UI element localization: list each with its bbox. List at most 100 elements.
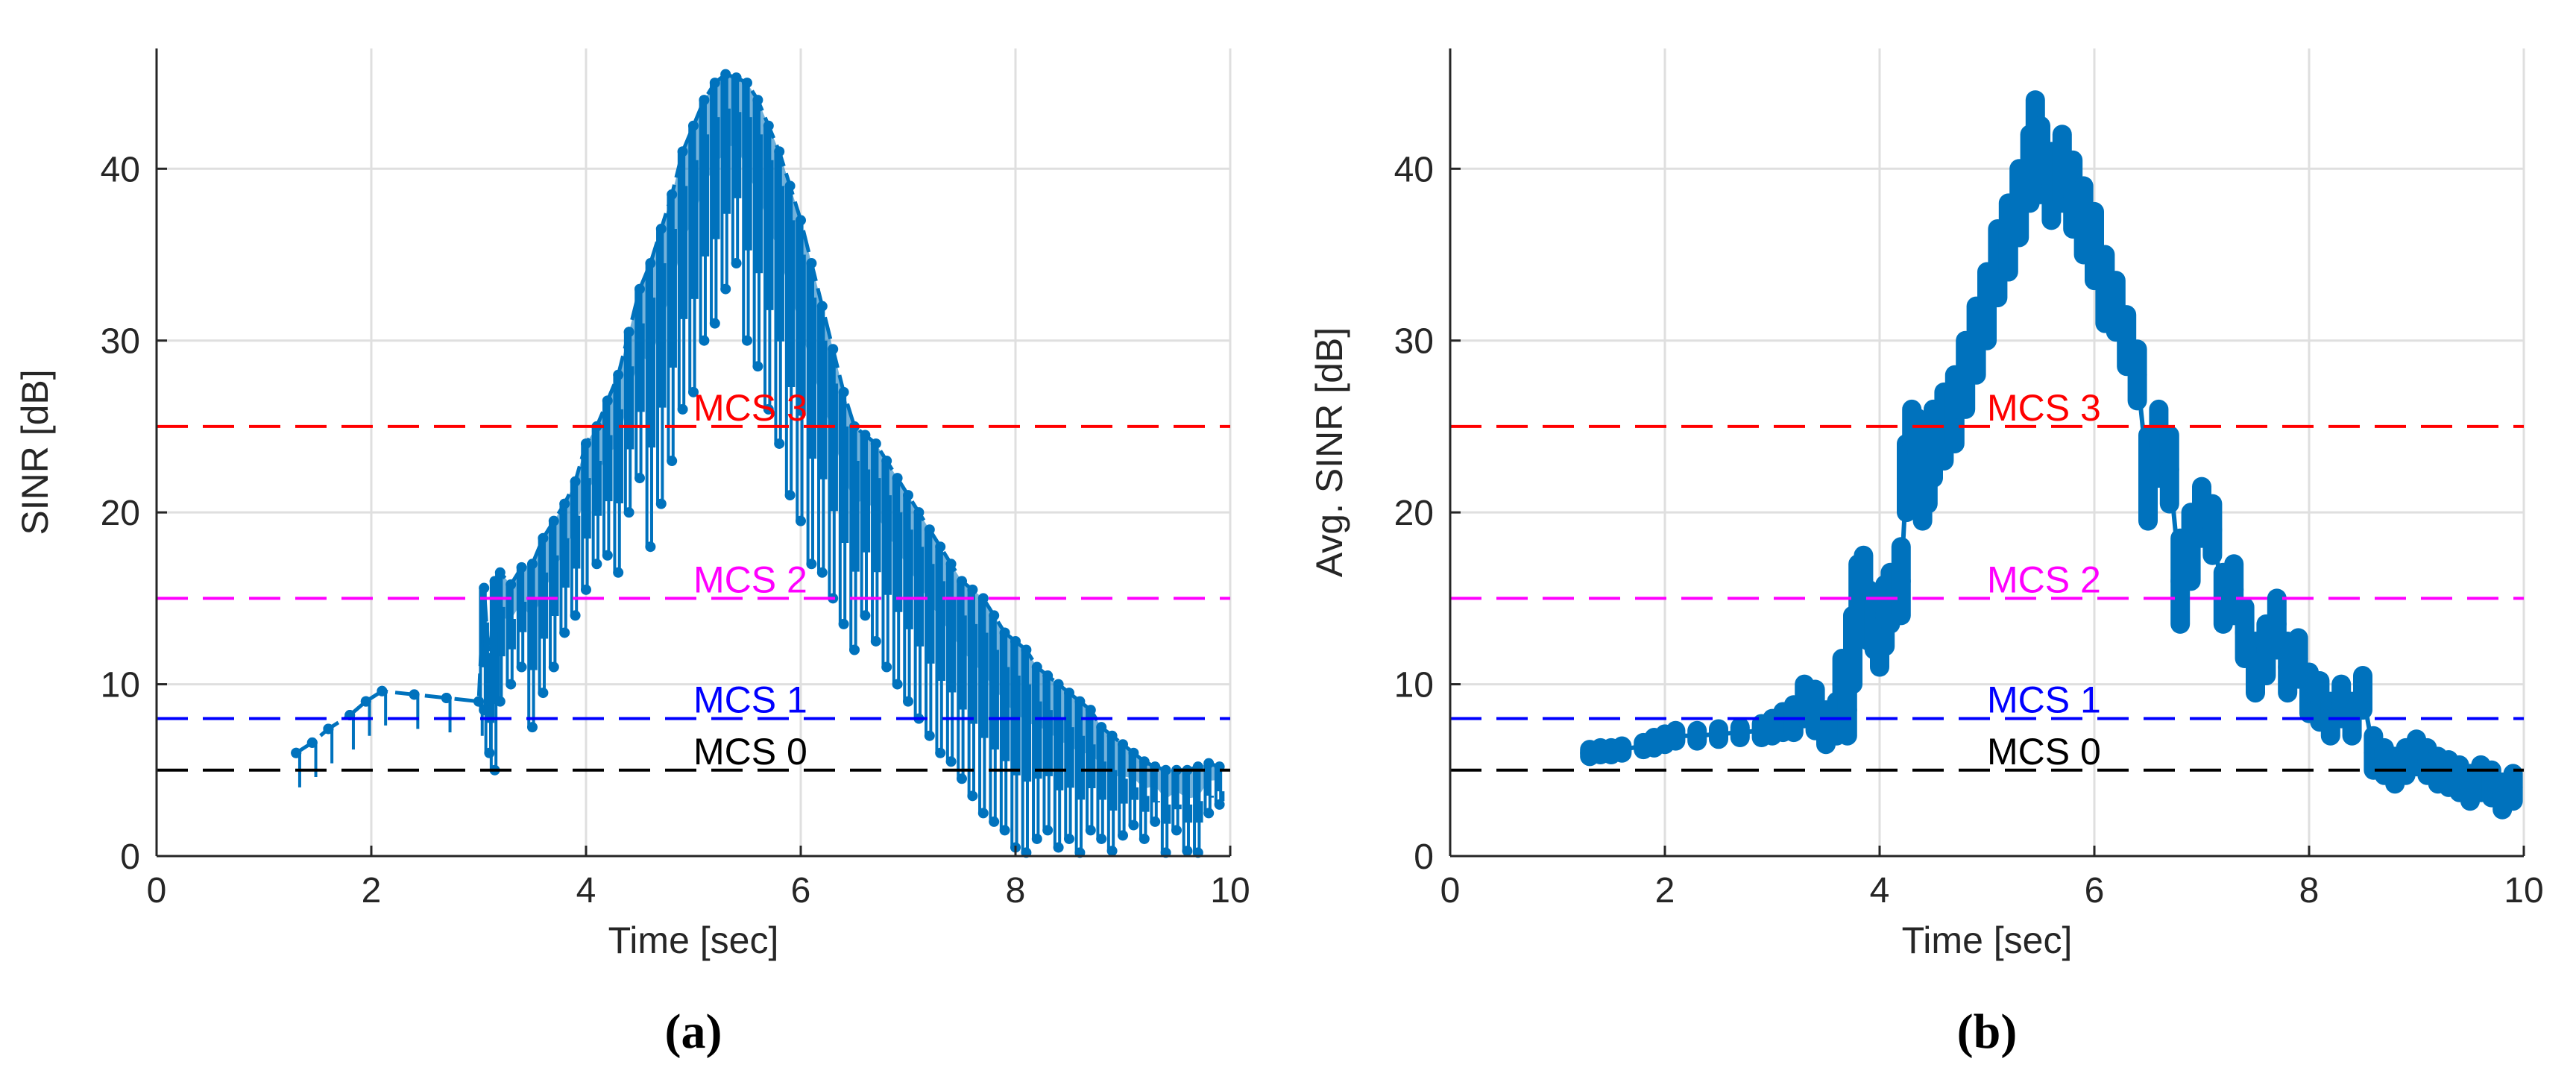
data-point: [484, 747, 495, 758]
data-point: [1106, 846, 1118, 857]
data-point: [484, 661, 495, 673]
data-point: [516, 562, 527, 573]
data-point: [1096, 722, 1107, 733]
data-point: [957, 576, 967, 587]
threshold-label: MCS 0: [693, 731, 807, 773]
x-tick-label: 4: [576, 871, 596, 911]
data-point: [548, 661, 559, 673]
data-point: [977, 593, 989, 604]
data-point: [1214, 799, 1225, 810]
data-point: [613, 369, 624, 380]
data-point: [924, 524, 935, 535]
data-point: [506, 679, 517, 690]
data-point: [581, 438, 591, 449]
threshold-label: MCS 3: [693, 387, 807, 429]
data-point: [1118, 739, 1128, 750]
data-point: [559, 498, 570, 509]
data-point: [2503, 777, 2523, 797]
data-point: [935, 541, 946, 553]
data-point: [527, 722, 538, 733]
y-tick-label: 10: [1394, 666, 1434, 705]
data-point: [816, 301, 828, 312]
data-point: [999, 825, 1010, 836]
data-point: [860, 610, 871, 621]
data-point: [2202, 520, 2223, 540]
data-point: [763, 120, 774, 131]
data-point: [655, 498, 667, 509]
y-axis-label: SINR [dB]: [14, 369, 56, 535]
data-point: [409, 689, 420, 700]
y-axis-label: Avg. SINR [dB]: [1309, 327, 1350, 577]
data-point: [538, 532, 549, 544]
data-point: [2353, 683, 2372, 703]
data-point: [591, 559, 602, 570]
threshold-label: MCS 0: [1987, 731, 2101, 773]
data-point: [1085, 825, 1096, 836]
y-tick-label: 0: [1414, 837, 1434, 877]
data-point: [977, 808, 989, 819]
data-point: [1730, 723, 1750, 743]
y-tick-label: 20: [101, 494, 140, 533]
data-point: [870, 635, 881, 647]
data-point: [796, 515, 806, 526]
data-point: [1843, 640, 1862, 660]
data-point: [688, 386, 699, 397]
y-tick-label: 20: [1394, 494, 1434, 533]
x-tick-label: 0: [1440, 871, 1461, 911]
y-tick-label: 30: [1394, 322, 1434, 362]
y-tick-label: 0: [120, 837, 140, 877]
data-point: [1150, 816, 1161, 827]
data-point: [602, 395, 613, 406]
data-point: [1837, 700, 1857, 720]
data-point: [1031, 833, 1042, 844]
x-tick-label: 10: [2504, 871, 2543, 911]
data-point: [742, 78, 752, 89]
data-point: [881, 456, 892, 467]
data-point: [473, 696, 484, 707]
data-point: [645, 258, 656, 269]
data-point: [2127, 365, 2147, 385]
threshold-label: MCS 2: [693, 559, 807, 600]
x-axis-label: Time [sec]: [608, 919, 779, 961]
threshold-label: MCS 1: [1987, 679, 2101, 721]
data-point: [1010, 635, 1021, 647]
data-point: [763, 403, 774, 415]
data-point: [731, 258, 742, 269]
data-point: [806, 559, 817, 570]
data-point: [720, 69, 731, 80]
data-point: [645, 541, 656, 553]
data-point: [1106, 730, 1118, 741]
data-point: [849, 644, 860, 655]
data-point: [634, 473, 645, 484]
x-tick-label: 2: [1655, 871, 1675, 911]
data-point: [870, 438, 881, 449]
data-point: [602, 550, 613, 561]
data-point: [989, 816, 1000, 827]
data-point: [360, 696, 371, 707]
data-point: [548, 515, 559, 526]
data-point: [494, 567, 506, 578]
data-point: [913, 507, 925, 518]
data-point: [816, 567, 828, 578]
data-point: [377, 685, 388, 696]
data-point: [752, 361, 763, 372]
data-point: [699, 335, 710, 346]
data-point: [291, 747, 302, 758]
data-point: [1053, 842, 1064, 853]
x-tick-label: 8: [1006, 871, 1026, 911]
x-axis-label: Time [sec]: [1902, 919, 2073, 961]
data-point: [784, 180, 796, 192]
data-point: [742, 335, 752, 346]
chart-b: MCS 3 MCS 2 MCS 1 MCS 0 0 2 4 6 8 10 0 10 20 30 40 Time…: [1309, 48, 2544, 1059]
data-point: [1139, 756, 1150, 767]
x-tick-label: 8: [2299, 871, 2320, 911]
data-point: [903, 490, 913, 501]
data-point: [677, 403, 688, 415]
data-point: [1139, 833, 1150, 844]
data-point: [957, 773, 967, 784]
data-point: [1021, 644, 1032, 655]
data-point: [1042, 670, 1054, 682]
data-point: [2288, 649, 2308, 669]
data-point: [881, 661, 892, 673]
